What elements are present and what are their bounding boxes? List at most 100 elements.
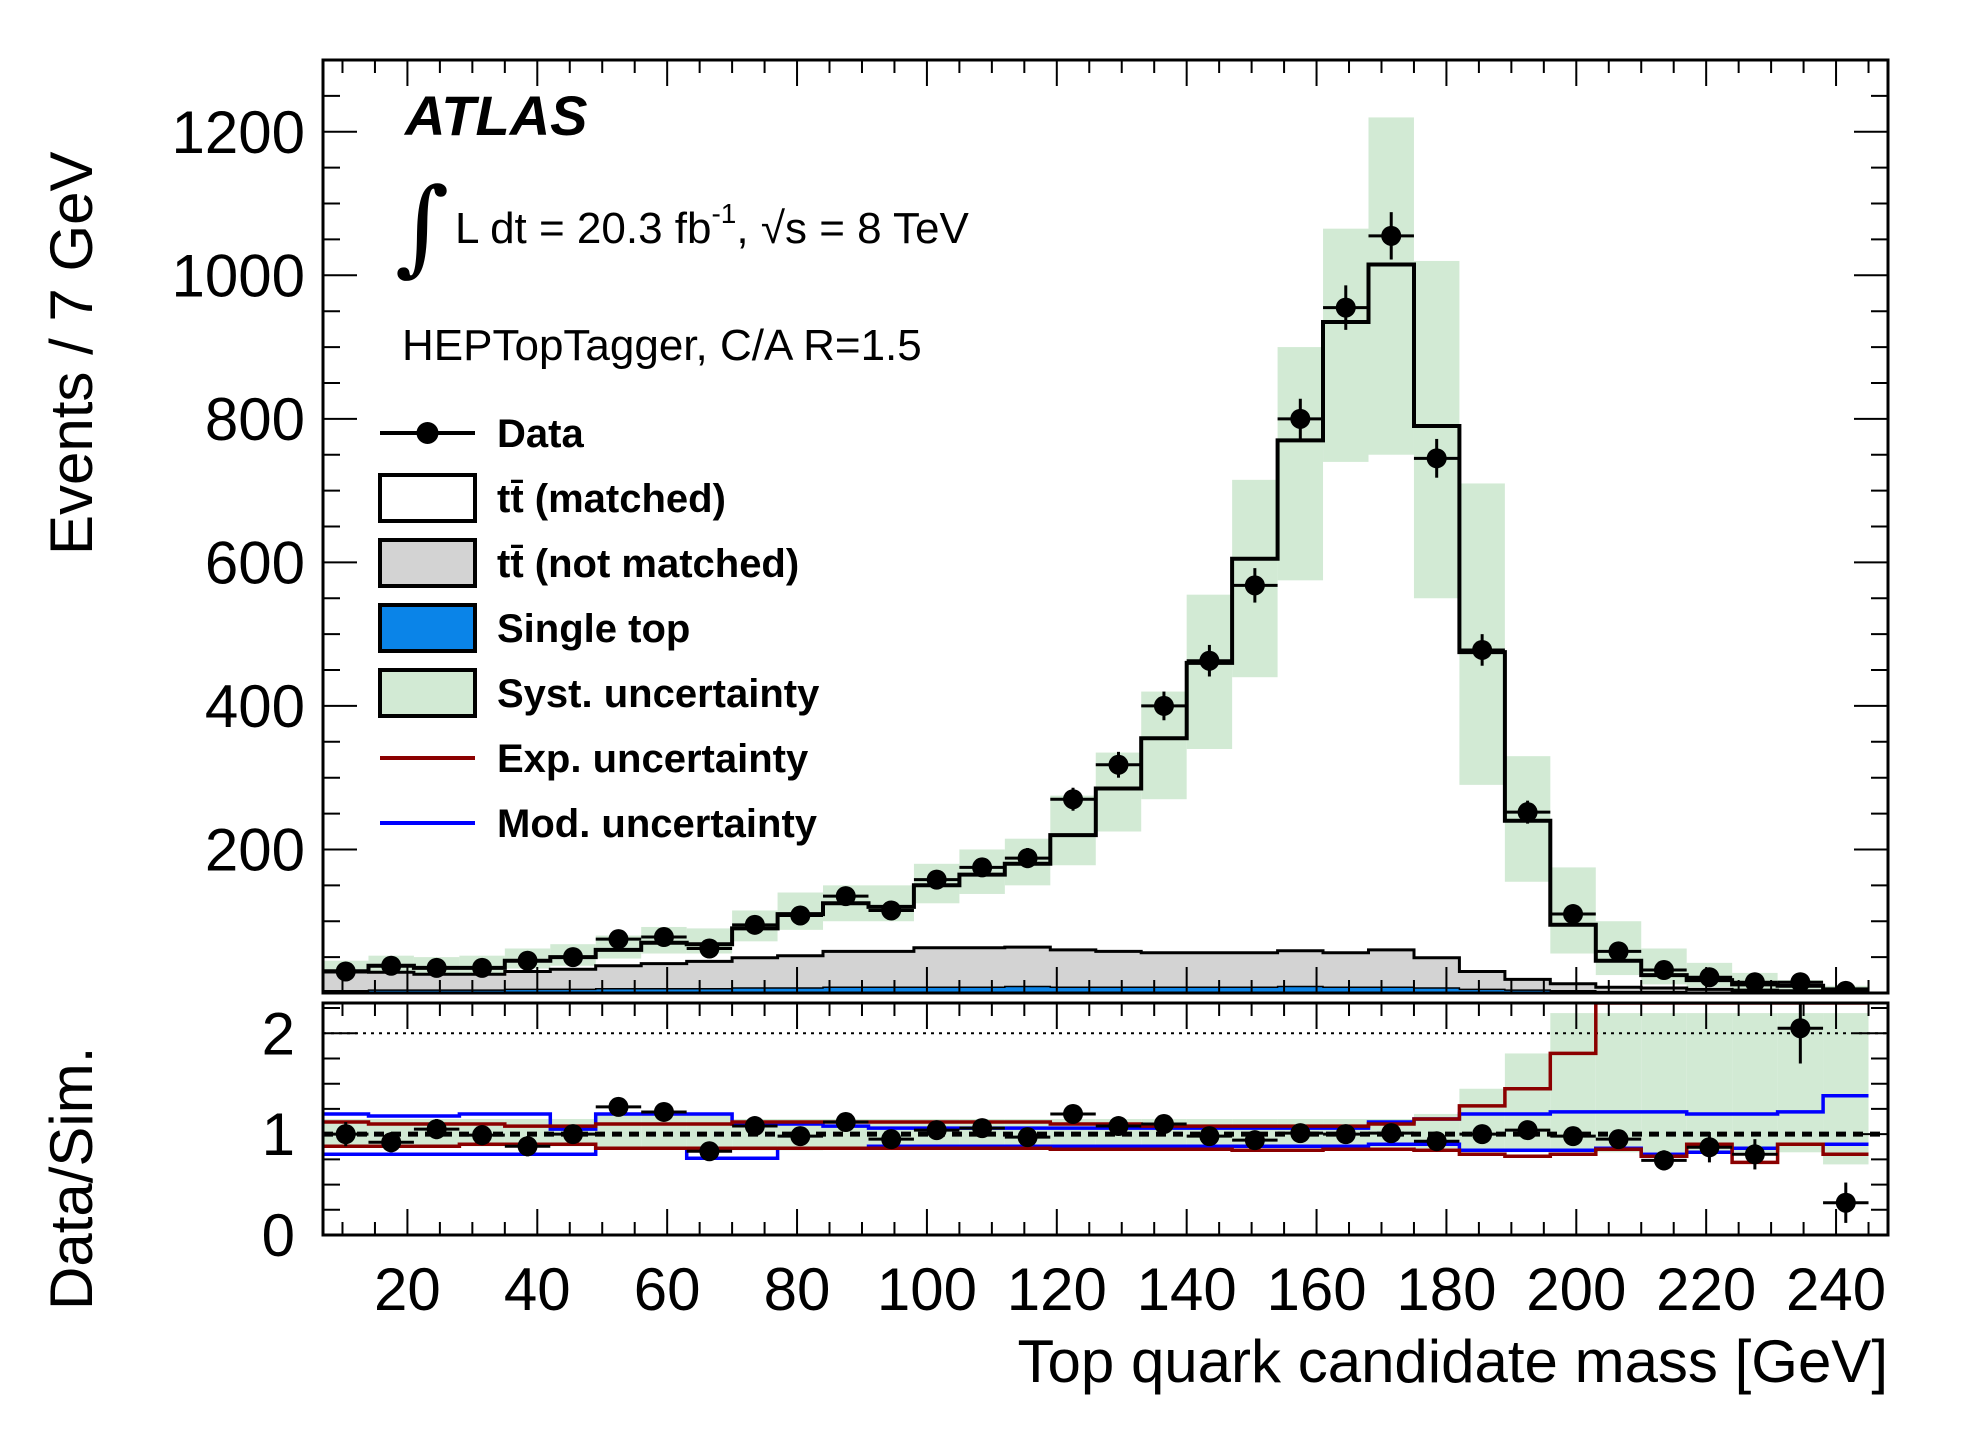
data-point [1063, 789, 1084, 810]
ratio-y-axis-title: Data/Sim. [38, 1047, 105, 1310]
ratio-data-point [1563, 1126, 1584, 1147]
syst-band-bin [1323, 228, 1369, 462]
data-point [1608, 941, 1629, 962]
x-tick-label: 180 [1396, 1256, 1496, 1323]
data-point [1381, 225, 1402, 246]
data-point [926, 869, 947, 890]
exp-uncertainty-low [323, 1142, 1869, 1165]
ratio-data-point [1244, 1130, 1265, 1151]
ratio-data-point [1790, 1018, 1811, 1039]
ratio-data-point [926, 1120, 947, 1141]
data-point [1290, 408, 1311, 429]
main-plot-area [323, 117, 1869, 993]
data-point [881, 900, 902, 921]
ratio-data-point [1744, 1144, 1765, 1165]
data-point [563, 947, 584, 968]
legend-label-tt-not-matched: tt̄ (not matched) [497, 542, 799, 586]
atlas-label-block: ATLAS ∫ L dt = 20.3 fb-1, √s = 8 TeV HEP… [395, 84, 969, 370]
main-y-tick-label: 200 [205, 816, 305, 883]
single-top-fill [323, 986, 1869, 993]
x-tick-label: 80 [764, 1256, 831, 1323]
ratio-data-point [1653, 1150, 1674, 1171]
ratio-syst-band-bin [595, 1113, 642, 1149]
main-y-tick-label: 800 [205, 386, 305, 453]
legend-label-mod-uncertainty: Mod. uncertainty [497, 802, 818, 846]
data-point [1835, 980, 1856, 993]
data-point [653, 927, 674, 948]
ratio-syst-band-bin [1595, 1013, 1642, 1153]
ratio-data-point [699, 1141, 720, 1162]
lumi-value: L dt = 20.3 fb [455, 204, 711, 253]
ratio-data-point [1290, 1123, 1311, 1144]
ratio-data-point [381, 1132, 402, 1153]
syst-band-bin [1277, 347, 1324, 581]
ratio-data-point [1199, 1126, 1220, 1147]
x-tick-label: 120 [1007, 1256, 1107, 1323]
data-point [1426, 448, 1447, 469]
ratio-data-point [1063, 1103, 1084, 1124]
data-point [381, 955, 402, 976]
data-point [1790, 972, 1811, 993]
atlas-label: ATLAS [403, 84, 588, 147]
x-tick-label: 160 [1266, 1256, 1366, 1323]
main-plot: 200 400 600 800 1000 1200 [172, 58, 1890, 995]
ratio-data-point [426, 1119, 447, 1140]
x-axis-title: Top quark candidate mass [GeV] [1018, 1328, 1888, 1395]
x-tick-label: 100 [877, 1256, 977, 1323]
ratio-y-tick-label: 2 [262, 1000, 295, 1067]
data-point [1153, 695, 1174, 716]
data-point [1108, 754, 1129, 775]
legend-label-exp-uncertainty: Exp. uncertainty [497, 737, 809, 781]
not-matched-fill [323, 947, 1869, 993]
legend-label-data: Data [497, 412, 584, 456]
data-point [1199, 650, 1220, 671]
main-y-tick-label: 400 [205, 673, 305, 740]
data-point [1472, 639, 1493, 660]
ratio-syst-band-bin [1641, 1013, 1687, 1153]
data-point [1653, 960, 1674, 981]
ratio-syst-band-bin [1732, 1013, 1778, 1153]
ratio-data-point [1517, 1120, 1538, 1141]
main-y-axis-title: Events / 7 GeV [38, 151, 105, 555]
ratio-data-point [563, 1124, 584, 1145]
total-sim-outline [323, 262, 1869, 992]
legend-swatch-syst-uncertainty [378, 668, 477, 718]
ratio-data-point [1472, 1124, 1493, 1145]
legend-swatch-tt-not-matched [378, 538, 477, 588]
data-point [517, 950, 538, 971]
ratio-data-point [1335, 1124, 1356, 1145]
ratio-y-tick-label: 1 [262, 1101, 295, 1168]
ratio-data-point [653, 1101, 674, 1122]
data-point [1017, 848, 1038, 869]
ratio-frame [321, 1001, 1890, 1237]
ratio-data-point [1608, 1129, 1629, 1150]
legend-label-tt-matched: tt̄ (matched) [497, 477, 726, 521]
main-frame [321, 58, 1890, 995]
legend-marker-data [416, 422, 439, 444]
legend-label-syst-uncertainty: Syst. uncertainty [497, 672, 820, 716]
x-tick-label: 200 [1526, 1256, 1626, 1323]
x-tick-label: 40 [504, 1256, 571, 1323]
data-point [1563, 904, 1584, 925]
lumi-exponent: -1 [711, 198, 736, 229]
syst-band-bin [1413, 260, 1460, 599]
exp-uncertainty-high [323, 1003, 1869, 1128]
data-point [426, 957, 447, 978]
ratio-syst-band-bin [1823, 1013, 1869, 1165]
ratio-syst-band-bin [1686, 1013, 1733, 1153]
main-y-tick-label: 1000 [172, 242, 305, 309]
data-point [790, 905, 811, 926]
data-point [1244, 575, 1265, 596]
main-y-tick-label: 1200 [172, 99, 305, 166]
syst-band-bin [1368, 117, 1414, 455]
ratio-data-point [744, 1116, 765, 1137]
x-tick-label: 60 [634, 1256, 701, 1323]
ratio-plot-area [323, 1003, 1888, 1223]
single-top-outline [323, 985, 1869, 993]
ratio-y-tick-label: 0 [262, 1202, 295, 1269]
data-point [335, 961, 356, 982]
x-tick-label: 220 [1656, 1256, 1756, 1323]
ratio-data-point [1108, 1116, 1129, 1137]
